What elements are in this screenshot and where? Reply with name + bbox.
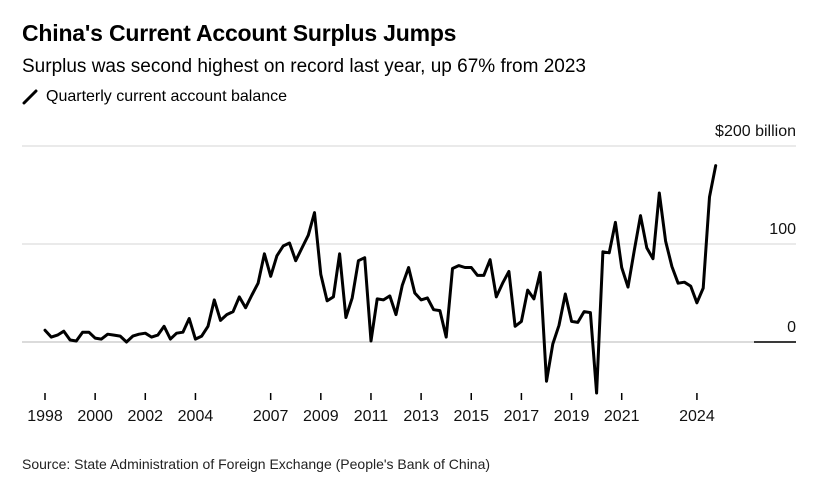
x-tick-label-2013: 2013 [403, 408, 439, 425]
gridlines [22, 145, 796, 343]
legend: Quarterly current account balance [22, 88, 287, 106]
x-tick-label-2017: 2017 [504, 408, 540, 425]
legend-label: Quarterly current account balance [46, 88, 288, 105]
x-tick-label-2009: 2009 [303, 408, 339, 425]
x-tick-label-2019: 2019 [554, 408, 590, 425]
series-line-current-account [43, 164, 718, 395]
legend-line-icon [22, 89, 38, 105]
x-tick-label-2024: 2024 [679, 408, 715, 425]
y-tick-label-200: $200 billion [715, 123, 796, 140]
x-axis: 1998 2000 2002 2004 2007 2009 2011 2013 2015 2017… [27, 393, 715, 425]
chart-subtitle: Surplus was second highest on record las… [22, 56, 586, 77]
x-tick-label-2007: 2007 [253, 408, 289, 425]
x-tick-label-2000: 2000 [77, 408, 113, 425]
source-note: Source: State Administration of Foreign … [22, 456, 491, 472]
y-axis-labels: 0 100 $200 billion [715, 123, 796, 336]
x-tick-label-2002: 2002 [127, 408, 163, 425]
x-tick-label-1998: 1998 [27, 408, 63, 425]
x-tick-label-2015: 2015 [453, 408, 489, 425]
x-tick-label-2004: 2004 [178, 408, 214, 425]
y-tick-label-100: 100 [769, 221, 796, 238]
x-tick-label-2011: 2011 [354, 408, 389, 425]
x-tick-label-2021: 2021 [604, 408, 640, 425]
y-tick-label-0: 0 [787, 319, 796, 336]
chart-title: China's Current Account Surplus Jumps [22, 20, 457, 46]
